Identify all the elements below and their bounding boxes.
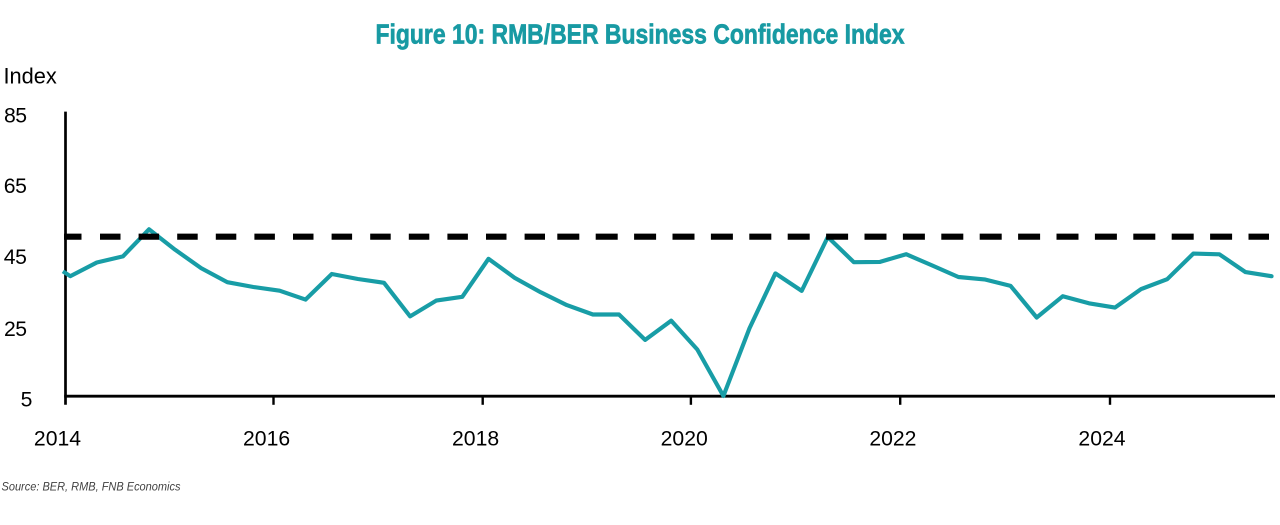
svg-text:2020: 2020	[661, 427, 708, 450]
svg-text:25: 25	[4, 318, 27, 341]
svg-text:2018: 2018	[452, 427, 499, 450]
svg-text:2024: 2024	[1078, 427, 1125, 450]
svg-text:5: 5	[21, 389, 33, 412]
svg-text:2014: 2014	[34, 427, 81, 450]
svg-text:65: 65	[4, 175, 27, 198]
svg-text:Figure 10: RMB/BER Business Co: Figure 10: RMB/BER Business Confidence I…	[376, 19, 905, 50]
svg-text:2022: 2022	[869, 427, 916, 450]
svg-text:Index: Index	[4, 64, 57, 89]
svg-text:Source: BER, RMB, FNB Economic: Source: BER, RMB, FNB Economics	[2, 479, 181, 493]
svg-text:85: 85	[4, 105, 27, 128]
svg-text:45: 45	[4, 246, 27, 269]
svg-text:2016: 2016	[243, 427, 290, 450]
